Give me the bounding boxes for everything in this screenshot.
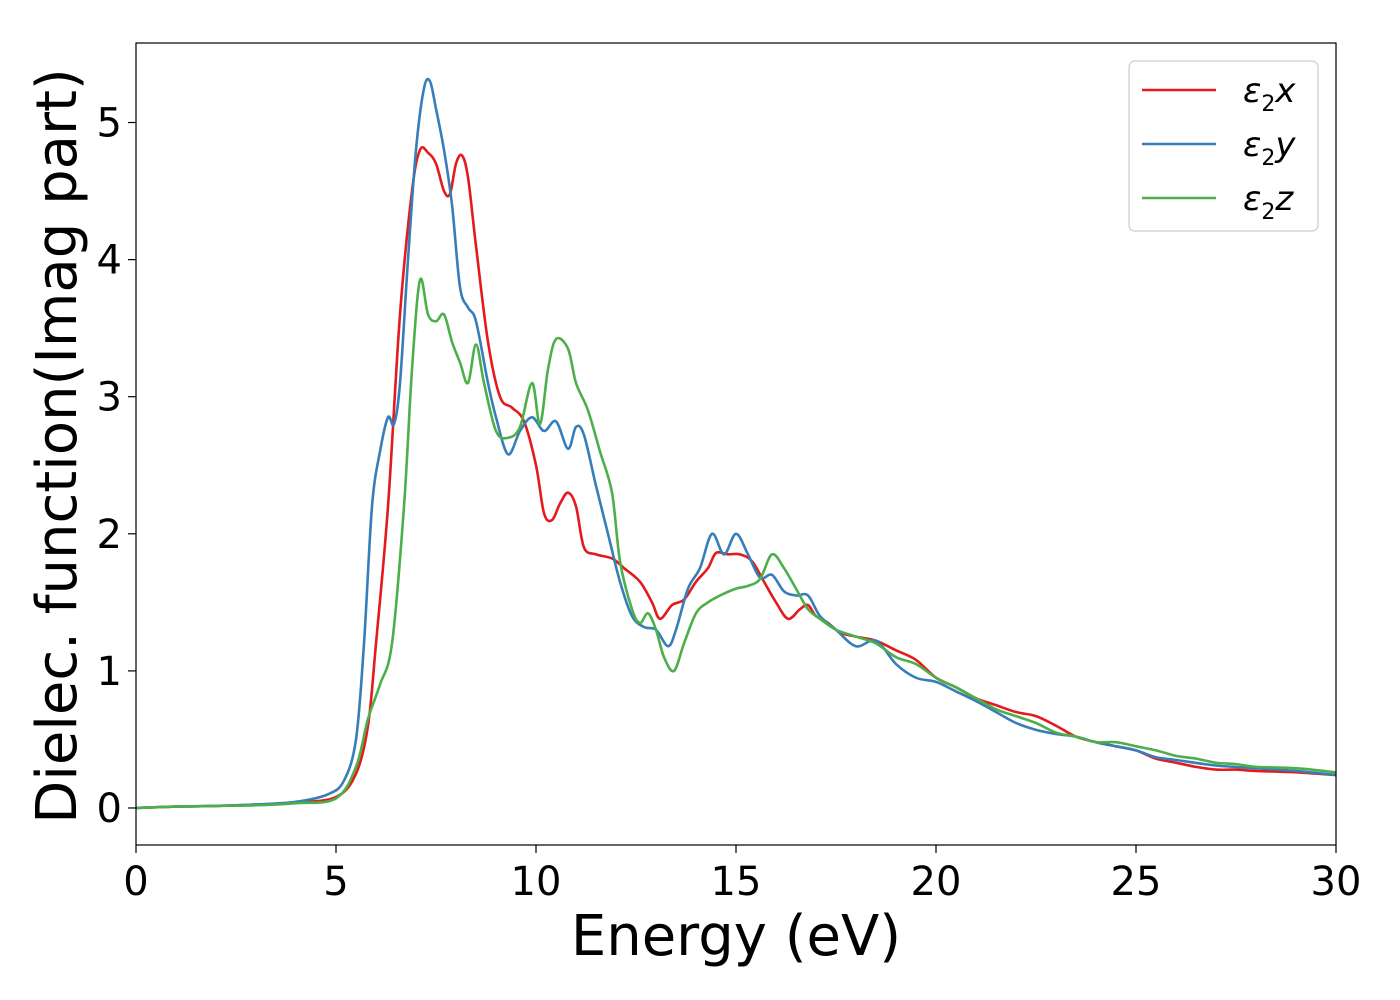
y-tick-label: 0	[97, 786, 122, 832]
x-axis-label: Energy (eV)	[571, 904, 901, 969]
x-tick-label: 30	[1311, 859, 1362, 905]
y-tick-label: 3	[97, 375, 122, 421]
x-tick-label: 10	[511, 859, 562, 905]
y-tick-label: 2	[97, 512, 122, 558]
legend-box	[1128, 60, 1319, 232]
y-tick-label: 1	[97, 649, 122, 695]
x-axis-ticks: 0 5 10 15 20 25 30	[123, 845, 1361, 905]
legend-label-z: ε2z	[1243, 179, 1294, 225]
series-line-z	[136, 277, 1336, 810]
series-lines	[136, 77, 1336, 810]
legend-label-x: ε2x	[1243, 71, 1296, 117]
legend: ε2x ε2y ε2z	[1128, 60, 1319, 232]
x-tick-label: 0	[123, 859, 148, 905]
legend-label-y: ε2y	[1243, 125, 1296, 171]
x-tick-label: 25	[1111, 859, 1162, 905]
series-line-y	[136, 77, 1336, 810]
series-line-x	[136, 146, 1336, 810]
y-tick-label: 5	[97, 101, 122, 147]
x-tick-label: 15	[711, 859, 762, 905]
y-axis-ticks: 0 1 2 3 4 5	[97, 101, 136, 832]
x-tick-label: 5	[323, 859, 348, 905]
y-axis-label: Dielec. function(Imag part)	[25, 68, 90, 824]
x-tick-label: 20	[911, 859, 962, 905]
y-tick-label: 4	[97, 238, 122, 284]
